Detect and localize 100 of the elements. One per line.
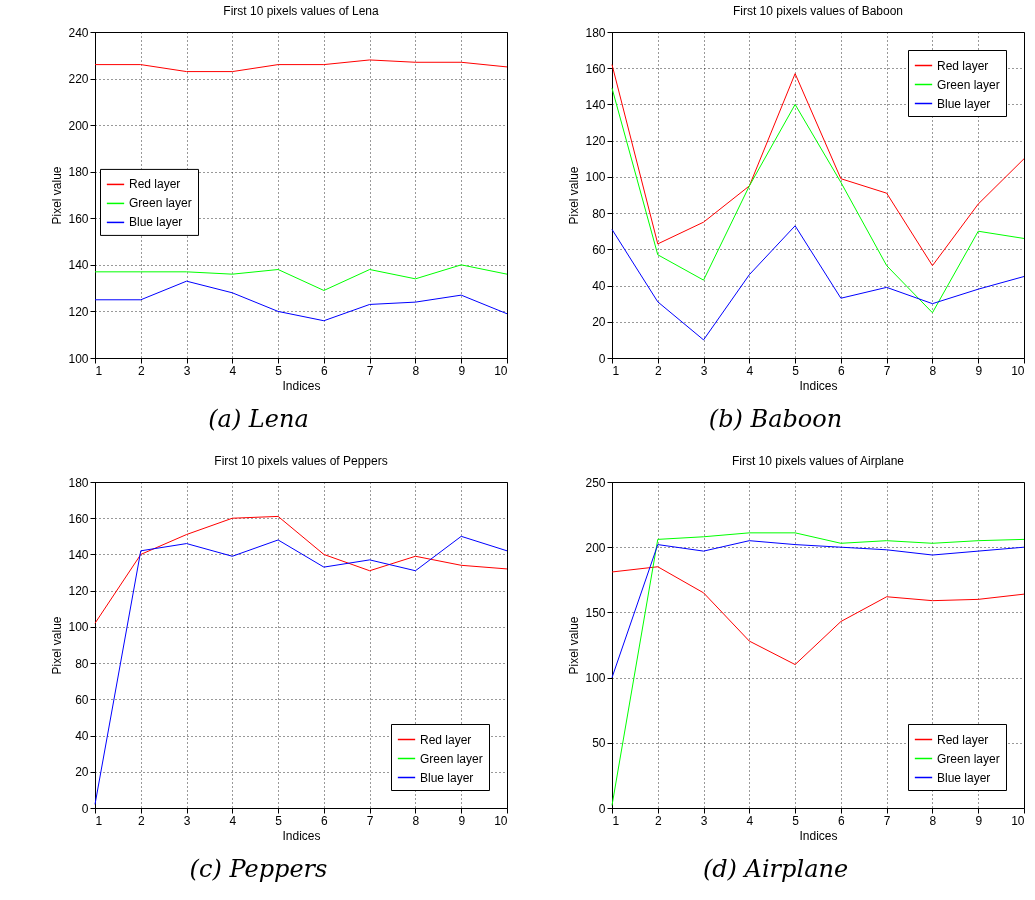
x-tick-label: 9: [975, 813, 983, 828]
y-tick-label: 180: [585, 25, 606, 40]
legend-label: Red layer: [937, 732, 989, 747]
y-tick-label: 160: [585, 61, 606, 76]
x-tick-label: 9: [458, 363, 466, 378]
y-tick-label: 120: [68, 584, 89, 599]
line-series: [611, 225, 1025, 341]
y-tick-label: 0: [598, 351, 606, 366]
x-tick-label: 2: [654, 813, 662, 828]
y-tick-label: 140: [68, 547, 89, 562]
line-series: [94, 280, 508, 322]
legend-label: Blue layer: [937, 770, 991, 785]
y-tick-label: 20: [75, 765, 89, 780]
legend-label: Blue layer: [937, 96, 991, 111]
x-tick-label: 10: [494, 363, 508, 378]
x-tick-label: 5: [275, 813, 283, 828]
legend-label: Green layer: [420, 751, 483, 766]
x-tick-label: 8: [929, 363, 937, 378]
x-tick-label: 7: [366, 813, 374, 828]
text: (d) Airplane: [701, 855, 850, 883]
y-tick-label: 100: [68, 620, 89, 635]
x-tick-label: 7: [366, 363, 374, 378]
x-tick-label: 9: [975, 363, 983, 378]
x-tick-label: 9: [458, 813, 466, 828]
y-tick-label: 200: [585, 540, 606, 555]
y-tick-label: 120: [68, 304, 89, 319]
text: (a) Lena: [207, 405, 310, 433]
y-tick-label: 20: [592, 315, 606, 330]
y-tick-label: 220: [68, 72, 89, 87]
y-tick-label: 0: [598, 801, 606, 816]
chart-title: First 10 pixels values of Baboon: [732, 4, 904, 18]
x-tick-label: 7: [883, 813, 891, 828]
x-axis-title: Indices: [799, 378, 838, 393]
y-tick-label: 40: [592, 279, 606, 294]
x-tick-label: 1: [612, 813, 620, 828]
x-tick-label: 4: [229, 813, 237, 828]
x-tick-label: 2: [137, 813, 145, 828]
y-tick-label: 180: [68, 165, 89, 180]
legend-label: Blue layer: [420, 770, 474, 785]
text: (b) Baboon: [707, 405, 844, 433]
x-tick-label: 1: [95, 813, 103, 828]
x-tick-label: 3: [700, 363, 708, 378]
y-tick-label: 180: [68, 475, 89, 490]
y-tick-label: 60: [75, 692, 89, 707]
y-tick-label: 160: [68, 511, 89, 526]
x-tick-label: 7: [883, 363, 891, 378]
x-tick-label: 10: [1011, 363, 1025, 378]
y-tick-label: 100: [585, 170, 606, 185]
x-tick-label: 6: [321, 363, 329, 378]
legend-label: Blue layer: [129, 215, 183, 230]
chart-title: First 10 pixels values of Peppers: [214, 454, 388, 468]
y-tick-label: 250: [585, 475, 606, 490]
y-tick-label: 120: [585, 134, 606, 149]
line-series: [94, 264, 508, 291]
x-tick-label: 5: [275, 363, 283, 378]
legend-label: Green layer: [937, 77, 1000, 92]
legend-label: Red layer: [129, 177, 181, 192]
x-tick-label: 3: [183, 813, 191, 828]
x-axis-title: Indices: [282, 828, 321, 843]
y-tick-label: 100: [68, 351, 89, 366]
x-tick-label: 2: [654, 363, 662, 378]
y-axis-title: Pixel value: [567, 616, 582, 675]
x-tick-label: 10: [494, 813, 508, 828]
x-tick-label: 5: [792, 813, 800, 828]
y-tick-label: 80: [75, 656, 89, 671]
text: (c) Peppers: [188, 855, 329, 883]
chart-title: First 10 pixels values of Airplane: [731, 454, 905, 468]
line-series: [611, 566, 1025, 666]
x-tick-label: 10: [1011, 813, 1025, 828]
legend-label: Green layer: [937, 751, 1000, 766]
x-tick-label: 4: [229, 363, 237, 378]
y-tick-label: 140: [68, 258, 89, 273]
x-tick-label: 6: [321, 813, 329, 828]
line-series: [94, 515, 508, 624]
y-tick-label: 240: [68, 25, 89, 40]
x-tick-label: 8: [929, 813, 937, 828]
x-tick-label: 1: [612, 363, 620, 378]
legend-label: Green layer: [129, 196, 192, 211]
chart-title: First 10 pixels values of Lena: [223, 4, 380, 18]
x-tick-label: 3: [183, 363, 191, 378]
x-tick-label: 4: [746, 363, 754, 378]
x-tick-label: 1: [95, 363, 103, 378]
y-tick-label: 150: [585, 605, 606, 620]
y-tick-label: 50: [592, 736, 606, 751]
y-tick-label: 200: [68, 118, 89, 133]
x-tick-label: 5: [792, 363, 800, 378]
line-series: [611, 532, 1025, 806]
y-axis-title: Pixel value: [50, 616, 65, 675]
line-series: [94, 59, 508, 73]
y-tick-label: 160: [68, 211, 89, 226]
x-tick-label: 8: [412, 363, 420, 378]
y-tick-label: 140: [585, 97, 606, 112]
y-axis-title: Pixel value: [567, 166, 582, 225]
y-axis-title: Pixel value: [50, 166, 65, 225]
y-tick-label: 60: [592, 242, 606, 257]
legend-label: Red layer: [420, 732, 472, 747]
x-axis-title: Indices: [282, 378, 321, 393]
y-tick-label: 80: [592, 206, 606, 221]
x-tick-label: 8: [412, 813, 420, 828]
x-tick-label: 6: [838, 813, 846, 828]
